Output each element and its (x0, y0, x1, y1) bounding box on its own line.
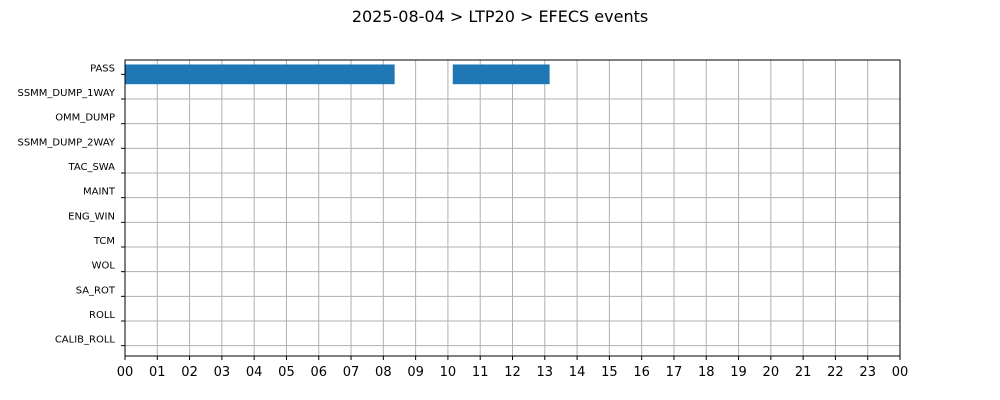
y-axis-labels: PASS SSMM_DUMP_1WAY OMM_DUMP SSMM_DUMP_2WAY… (17, 63, 125, 347)
y-tick-label: SA_ROT (76, 285, 116, 296)
x-tick-label: 17 (666, 365, 683, 380)
y-tick-label: TAC_SWA (67, 162, 115, 173)
y-tick-label: SSMM_DUMP_1WAY (17, 88, 115, 99)
x-tick-label: 21 (795, 365, 812, 380)
x-tick-label: 00 (117, 365, 134, 380)
x-tick-label: 09 (407, 365, 424, 380)
x-axis-labels: 00 01 02 03 04 05 06 07 08 09 10 11 12 13 14 15 16 17 18 19… (117, 356, 909, 380)
x-tick-label: 14 (569, 365, 586, 380)
x-tick-label: 02 (181, 365, 198, 380)
event-bar (125, 64, 395, 85)
x-tick-label: 03 (214, 365, 231, 380)
y-tick-label: WOL (92, 261, 116, 272)
x-tick-label: 07 (343, 365, 360, 380)
x-tick-label: 16 (633, 365, 650, 380)
y-tick-label: MAINT (83, 187, 116, 198)
y-tick-label: ENG_WIN (68, 211, 115, 222)
y-tick-label: OMM_DUMP (55, 113, 115, 124)
x-tick-label: 12 (504, 365, 521, 380)
x-tick-label: 22 (827, 365, 844, 380)
x-tick-label: 05 (278, 365, 295, 380)
x-tick-label: 15 (601, 365, 618, 380)
event-bars (125, 64, 550, 85)
grid-lines (125, 60, 900, 356)
x-tick-label: 01 (149, 365, 166, 380)
x-tick-label: 19 (730, 365, 747, 380)
x-tick-label: 00 (892, 365, 909, 380)
y-tick-label: SSMM_DUMP_2WAY (17, 137, 115, 148)
y-tick-label: TCM (93, 236, 115, 247)
chart-title: 2025-08-04 > LTP20 > EFECS events (352, 7, 648, 26)
x-tick-label: 13 (537, 365, 554, 380)
x-tick-label: 23 (859, 365, 876, 380)
event-bar (452, 64, 550, 85)
x-tick-label: 04 (246, 365, 263, 380)
y-tick-label: ROLL (89, 310, 115, 321)
x-tick-label: 18 (698, 365, 715, 380)
x-tick-label: 08 (375, 365, 392, 380)
y-tick-label: CALIB_ROLL (55, 335, 116, 346)
x-tick-label: 20 (763, 365, 780, 380)
x-tick-label: 06 (310, 365, 327, 380)
x-tick-label: 10 (440, 365, 457, 380)
y-tick-label: PASS (90, 63, 115, 74)
x-tick-label: 11 (472, 365, 489, 380)
